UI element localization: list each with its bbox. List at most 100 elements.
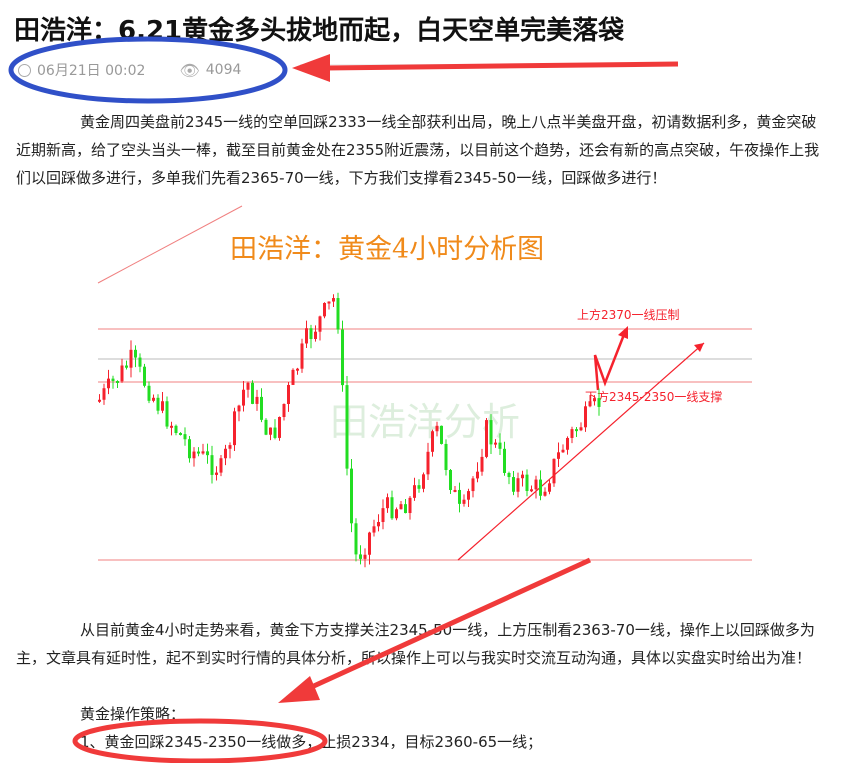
- candle: [597, 398, 601, 407]
- candle: [291, 369, 295, 385]
- candle: [570, 429, 574, 438]
- candle: [332, 298, 335, 302]
- candle: [498, 442, 502, 449]
- candle: [579, 427, 583, 431]
- candle: [458, 489, 461, 504]
- candle: [417, 485, 421, 489]
- candle: [390, 497, 394, 519]
- candle: [255, 396, 259, 404]
- candle: [453, 489, 457, 492]
- candle: [539, 479, 542, 496]
- candle: [192, 451, 196, 459]
- trend-line: [457, 342, 705, 561]
- candle: [512, 477, 515, 492]
- eye-icon: 👁: [179, 60, 200, 80]
- candle: [525, 474, 529, 492]
- watermark: 田浩洋分析: [330, 400, 520, 444]
- candle: [210, 455, 214, 475]
- candle: [485, 420, 488, 457]
- candle: [327, 301, 331, 304]
- candle: [422, 474, 425, 489]
- decor-line: [97, 205, 243, 284]
- candle: [336, 298, 340, 330]
- candle: [359, 554, 362, 559]
- candle: [224, 448, 227, 459]
- red-arrow-head: [292, 54, 330, 82]
- candle: [129, 349, 133, 368]
- candle: [125, 365, 128, 368]
- chart-title: 田浩洋：黄金4小时分析图: [230, 234, 544, 265]
- strategy-heading: 黄金操作策略：: [80, 705, 186, 723]
- candle: [273, 427, 277, 438]
- candle: [309, 328, 313, 339]
- candle: [152, 397, 155, 401]
- candle: [377, 522, 380, 527]
- candle: [300, 343, 304, 369]
- candle: [138, 357, 142, 367]
- candle: [120, 365, 124, 382]
- candle: [233, 411, 236, 446]
- trend-arrow-head: [694, 343, 704, 352]
- candle: [237, 405, 241, 412]
- candle: [404, 504, 407, 514]
- candle: [449, 469, 452, 491]
- candle: [116, 380, 119, 383]
- candle: [201, 451, 205, 454]
- candle: [219, 458, 223, 473]
- candle: [179, 433, 182, 436]
- candle: [480, 456, 484, 472]
- candle: [98, 399, 101, 402]
- publish-date: 06月21日 00:02: [37, 63, 146, 79]
- analysis-chart-image: 田浩洋：黄金4小时分析图 田浩洋分析 上方2370一线压制 下方2345-235…: [97, 205, 752, 568]
- candle: [188, 439, 191, 459]
- candle: [314, 331, 317, 339]
- candle: [363, 554, 367, 559]
- candle: [566, 437, 569, 450]
- candle: [593, 398, 596, 402]
- candle: [516, 478, 520, 492]
- candle: [476, 471, 479, 479]
- candle: [341, 329, 344, 386]
- resistance-label: 上方2370一线压制: [577, 307, 680, 322]
- candle: [107, 378, 110, 389]
- candle: [134, 349, 137, 358]
- candle: [440, 425, 443, 444]
- candle: [282, 404, 286, 417]
- support-label: 下方2345-2350一线支撑: [585, 389, 722, 404]
- candle: [206, 451, 209, 456]
- article-title: 田浩洋：6.21黄金多头拔地而起，白天空单完美落袋: [14, 16, 625, 46]
- candle: [269, 427, 272, 435]
- candle: [143, 366, 146, 386]
- view-count: 4094: [205, 62, 242, 78]
- candle: [174, 425, 178, 434]
- candle: [467, 491, 470, 500]
- candle: [489, 420, 493, 445]
- candle: [287, 384, 290, 405]
- candle: [543, 491, 547, 496]
- candles: [98, 292, 601, 568]
- candle: [521, 474, 524, 479]
- candle: [408, 497, 412, 514]
- projection-arrow-head: [618, 326, 628, 339]
- candle: [462, 499, 466, 504]
- candle: [183, 434, 187, 440]
- candle: [494, 442, 497, 445]
- candle: [431, 431, 434, 452]
- candle: [561, 449, 565, 453]
- candle: [399, 504, 403, 510]
- candle: [381, 508, 385, 523]
- candle: [170, 425, 173, 428]
- candle: [197, 451, 200, 454]
- candle: [386, 497, 389, 509]
- candle: [575, 429, 578, 432]
- candle: [215, 472, 218, 475]
- clock-icon: [18, 63, 31, 77]
- candle: [350, 468, 353, 524]
- red-arrow-head-2: [278, 676, 320, 703]
- article-meta: 06月21日 00:02 👁 4094: [18, 60, 241, 80]
- candle: [228, 445, 232, 449]
- candle: [354, 523, 358, 555]
- candle: [147, 385, 151, 401]
- candle: [242, 389, 245, 406]
- candle: [345, 385, 349, 469]
